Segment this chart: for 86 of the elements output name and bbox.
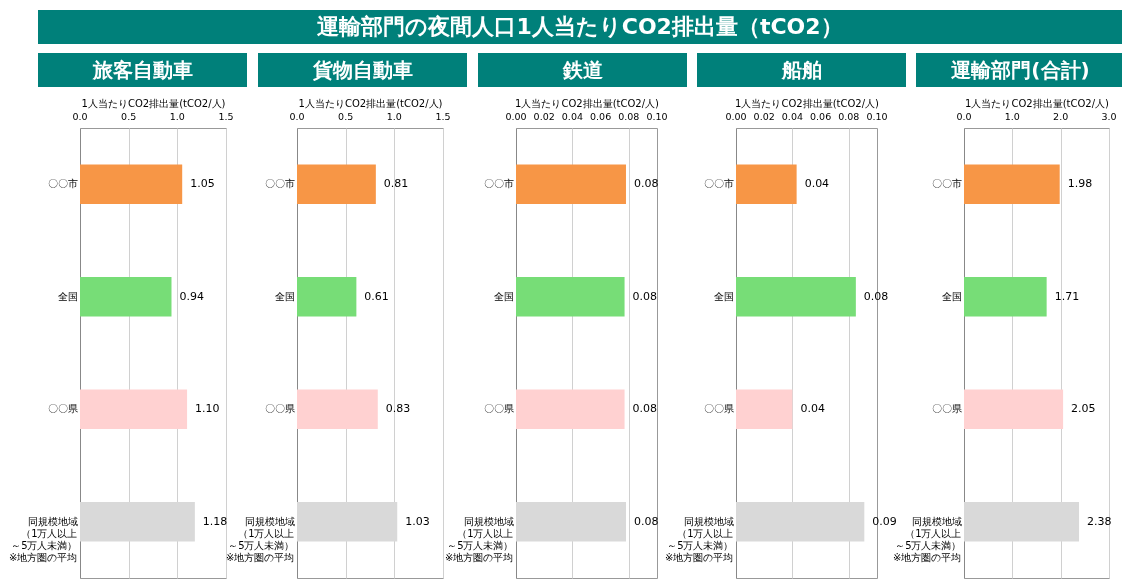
y-tick-label: 〇〇市 [483, 178, 514, 190]
bar [736, 277, 856, 317]
x-tick-label: 2.0 [1053, 111, 1069, 122]
x-tick-label: 1.5 [218, 111, 234, 122]
y-tick-label: 全国 [713, 290, 734, 302]
x-axis-title: 1人当たりCO2排出量(tCO2/人) [81, 97, 226, 109]
data-label: 0.08 [632, 402, 658, 416]
data-label: 0.61 [364, 289, 389, 303]
bar [964, 277, 1047, 317]
y-tick-label: 〇〇市 [703, 178, 734, 190]
x-tick-label: 0.06 [810, 111, 832, 122]
chart-title: 旅客自動車 [38, 53, 247, 87]
data-label: 0.08 [632, 289, 658, 303]
data-label: 0.04 [804, 177, 830, 191]
text: 運輸部門の夜間人口1人当たりCO2排出量（tCO2） [38, 10, 1122, 44]
bar [297, 164, 376, 204]
data-label: 2.05 [1071, 402, 1096, 416]
y-tick-label: 〇〇市 [931, 178, 962, 190]
data-label: 1.18 [202, 514, 228, 528]
y-tick-label: 全国 [57, 290, 78, 302]
bar [297, 277, 357, 317]
data-label: 1.05 [190, 177, 215, 191]
x-tick-label: 0.02 [753, 111, 775, 122]
y-tick-label: 〇〇県 [703, 403, 734, 415]
bar [297, 389, 378, 429]
y-tick-label: 〇〇県 [483, 403, 514, 415]
data-label: 1.71 [1054, 289, 1080, 303]
y-tick-label: 〇〇市 [47, 178, 78, 190]
y-tick-label: 全国 [493, 290, 514, 302]
bar [964, 389, 1064, 429]
y-tick-label: 同規模地域（1万人以上～5万人未満）※地方圏の平均 [665, 515, 734, 563]
data-label: 0.08 [863, 289, 889, 303]
x-tick-label: 0.0 [956, 111, 972, 122]
bar [736, 164, 797, 204]
data-label: 1.10 [195, 402, 220, 416]
data-label: 0.81 [383, 177, 409, 191]
x-tick-label: 0.10 [646, 111, 668, 122]
y-tick-label: 全国 [941, 290, 962, 302]
data-label: 0.09 [872, 514, 897, 528]
chart-title: 運輸部門(合計) [916, 53, 1122, 87]
data-label: 0.83 [385, 402, 411, 416]
y-tick-label: 同規模地域（1万人以上～5万人未満）※地方圏の平均 [445, 515, 514, 563]
x-tick-label: 0.0 [289, 111, 305, 122]
bar [736, 389, 793, 429]
x-tick-label: 0.06 [590, 111, 612, 122]
bar [964, 164, 1060, 204]
x-tick-label: 3.0 [1101, 111, 1117, 122]
x-tick-label: 0.10 [866, 111, 888, 122]
x-tick-label: 0.5 [338, 111, 354, 122]
data-label: 0.94 [179, 289, 204, 303]
y-tick-label: 全国 [274, 290, 295, 302]
y-tick-label: 〇〇県 [931, 403, 962, 415]
x-tick-label: 0.00 [505, 111, 527, 122]
data-label: 2.38 [1087, 514, 1112, 528]
y-tick-label: 同規模地域（1万人以上～5万人未満）※地方圏の平均 [9, 515, 78, 563]
x-axis-title: 1人当たりCO2排出量(tCO2/人) [515, 97, 660, 109]
x-tick-label: 0.04 [561, 111, 583, 122]
data-label: 0.08 [633, 514, 659, 528]
x-tick-label: 0.5 [121, 111, 137, 122]
data-label: 0.08 [633, 177, 659, 191]
y-tick-label: 〇〇県 [264, 403, 295, 415]
x-axis-title: 1人当たりCO2排出量(tCO2/人) [298, 97, 443, 109]
x-axis-title: 1人当たりCO2排出量(tCO2/人) [965, 97, 1110, 109]
data-label: 0.04 [800, 402, 825, 416]
data-label: 1.98 [1067, 177, 1093, 191]
y-tick-label: 〇〇市 [264, 178, 295, 190]
chart-title: 鉄道 [478, 53, 687, 87]
x-tick-label: 1.5 [435, 111, 451, 122]
x-tick-label: 1.0 [386, 111, 402, 122]
x-tick-label: 1.0 [1004, 111, 1020, 122]
x-tick-label: 1.0 [169, 111, 185, 122]
chart-title: 船舶 [697, 53, 906, 87]
bar [80, 164, 183, 204]
x-tick-label: 0.00 [725, 111, 747, 122]
x-tick-label: 0.08 [838, 111, 860, 122]
data-label: 1.03 [405, 514, 430, 528]
x-tick-label: 0.04 [781, 111, 803, 122]
x-tick-label: 0.0 [72, 111, 88, 122]
bar [80, 277, 172, 317]
bar [80, 389, 188, 429]
chart-title: 貨物自動車 [258, 53, 467, 87]
x-axis-title: 1人当たりCO2排出量(tCO2/人) [735, 97, 880, 109]
y-tick-label: 同規模地域（1万人以上～5万人未満）※地方圏の平均 [226, 515, 295, 563]
y-tick-label: 〇〇県 [47, 403, 78, 415]
x-tick-label: 0.08 [618, 111, 640, 122]
x-tick-label: 0.02 [533, 111, 555, 122]
